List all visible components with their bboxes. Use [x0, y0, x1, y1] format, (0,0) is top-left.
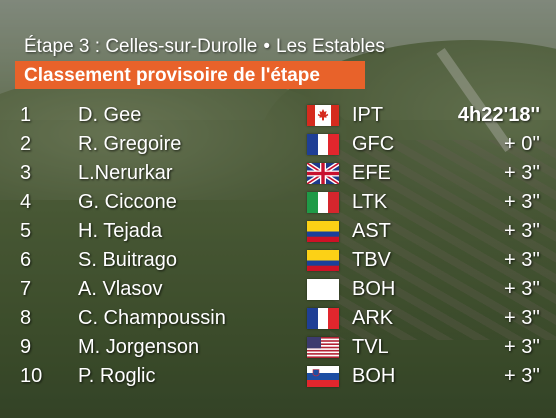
stage-header: Étape 3 : Celles-sur-Durolle • Les Estable…: [24, 36, 385, 58]
rider-time: + 3'': [504, 336, 540, 358]
rider-time: + 3'': [504, 307, 540, 329]
table-row: 3 L.Nerurkar EFE + 3'': [0, 159, 556, 188]
table-row: 6 S. Buitrago TBV + 3'': [0, 246, 556, 275]
rider-name: H. Tejada: [78, 220, 163, 242]
rider-time: + 3'': [504, 220, 540, 242]
team-code: AST: [352, 220, 391, 242]
table-row: 7 A. Vlasov BOH + 3'': [0, 275, 556, 304]
rider-name: M. Jorgenson: [78, 336, 200, 358]
rider-position: 3: [20, 162, 32, 184]
table-row: 10 P. Roglic BOH + 3'': [0, 362, 556, 391]
rider-time: + 3'': [504, 365, 540, 387]
table-row: 9 M. Jorgenson TVL + 3'': [0, 333, 556, 362]
rider-position: 8: [20, 307, 32, 329]
team-code: TVL: [352, 336, 389, 358]
rider-time: 4h22'18'': [457, 104, 540, 126]
stage-start: Étape 3 : Celles-sur-Durolle: [24, 36, 258, 57]
table-row: 1 D. Gee IPT 4h22'18'': [0, 101, 556, 130]
team-code: EFE: [352, 162, 391, 184]
rider-time: + 0'': [504, 133, 540, 155]
rider-time: + 3'': [504, 162, 540, 184]
classification-banner: Classement provisoire de l'étape: [15, 61, 365, 89]
team-code: IPT: [352, 104, 384, 126]
rider-position: 2: [20, 133, 32, 155]
slovenia-flag-icon: [307, 366, 339, 387]
rider-name: R. Gregoire: [78, 133, 182, 155]
team-code: ARK: [352, 307, 394, 329]
team-code: BOH: [352, 278, 396, 300]
italy-flag-icon: [307, 192, 339, 213]
rider-name: S. Buitrago: [78, 249, 177, 271]
blank-flag-icon: [307, 279, 339, 300]
colombia-flag-icon: [307, 250, 339, 271]
rider-position: 4: [20, 191, 32, 213]
rider-name: C. Champoussin: [78, 307, 226, 329]
rider-name: P. Roglic: [78, 365, 156, 387]
rider-position: 9: [20, 336, 32, 358]
rider-time: + 3'': [504, 278, 540, 300]
stage-finish: Les Estables: [276, 36, 385, 57]
rider-time: + 3'': [504, 191, 540, 213]
stage-separator: •: [263, 36, 271, 57]
team-code: GFC: [352, 133, 395, 155]
rider-position: 6: [20, 249, 32, 271]
usa-flag-icon: [307, 337, 339, 358]
colombia-flag-icon: [307, 221, 339, 242]
table-row: 8 C. Champoussin ARK + 3'': [0, 304, 556, 333]
france-flag-icon: [307, 134, 339, 155]
table-row: 5 H. Tejada AST + 3'': [0, 217, 556, 246]
rider-position: 5: [20, 220, 32, 242]
rider-name: G. Ciccone: [78, 191, 177, 213]
classification-title: Classement provisoire de l'étape: [24, 65, 320, 86]
france-flag-icon: [307, 308, 339, 329]
rider-name: A. Vlasov: [78, 278, 163, 300]
rider-position: 10: [20, 365, 43, 387]
village-houses: [330, 140, 556, 340]
canada-flag-icon: [307, 105, 339, 126]
rider-name: L.Nerurkar: [78, 162, 173, 184]
rider-name: D. Gee: [78, 104, 142, 126]
meadow-area: [0, 200, 556, 418]
rider-position: 1: [20, 104, 32, 126]
uk-flag-icon: [307, 163, 339, 184]
team-code: TBV: [352, 249, 391, 271]
table-row: 4 G. Ciccone LTK + 3'': [0, 188, 556, 217]
team-code: BOH: [352, 365, 396, 387]
rider-time: + 3'': [504, 249, 540, 271]
rider-position: 7: [20, 278, 32, 300]
team-code: LTK: [352, 191, 388, 213]
table-row: 2 R. Gregoire GFC + 0'': [0, 130, 556, 159]
